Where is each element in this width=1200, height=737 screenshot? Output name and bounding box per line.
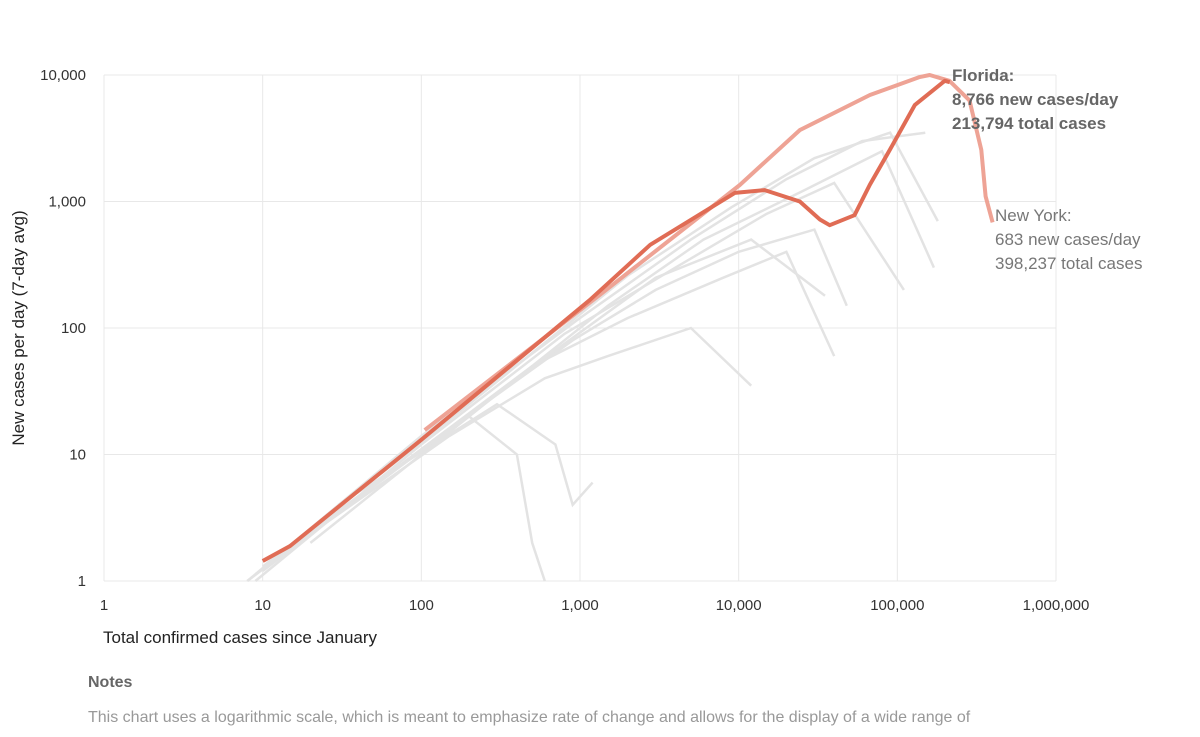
florida-line xyxy=(261,78,951,563)
other-state-line xyxy=(261,228,848,572)
y-axis-label: New cases per day (7-day avg) xyxy=(9,210,28,445)
new-york-annotation: 398,237 total cases xyxy=(995,254,1142,273)
x-tick-label: 10 xyxy=(254,597,271,614)
other-state-line xyxy=(254,181,905,582)
x-tick-label: 1,000,000 xyxy=(1023,597,1090,614)
y-tick-label: 1,000 xyxy=(48,194,86,211)
gridlines xyxy=(103,74,1057,582)
other-state-line xyxy=(246,250,836,582)
other-state-line xyxy=(261,131,939,568)
x-tick-label: 10,000 xyxy=(716,597,762,614)
other-state-line xyxy=(246,131,926,582)
annotations: Florida: 8,766 new cases/day 213,794 total… xyxy=(952,66,1142,273)
x-tick-label: 100 xyxy=(409,597,434,614)
y-tick-label: 100 xyxy=(61,320,86,337)
y-tick-label: 10 xyxy=(69,447,86,464)
y-tick-label: 10,000 xyxy=(40,67,86,84)
notes-text: This chart uses a logarithmic scale, whi… xyxy=(88,709,971,726)
x-axis-ticks: 1 10 100 1,000 10,000 100,000 1,000,000 xyxy=(100,597,1090,614)
x-tick-label: 1,000 xyxy=(561,597,599,614)
other-states-lines xyxy=(246,131,939,582)
florida-annotation: Florida: xyxy=(952,66,1014,85)
florida-annotation: 8,766 new cases/day xyxy=(952,90,1119,109)
x-axis-label: Total confirmed cases since January xyxy=(103,628,378,647)
x-tick-label: 1 xyxy=(100,597,108,614)
other-state-line xyxy=(289,149,936,550)
x-tick-label: 100,000 xyxy=(870,597,924,614)
new-york-annotation: New York: xyxy=(995,206,1072,225)
y-tick-label: 1 xyxy=(78,573,86,590)
y-axis-ticks: 1 10 100 1,000 10,000 xyxy=(40,67,86,590)
new-york-annotation: 683 new cases/day xyxy=(995,230,1141,249)
florida-annotation: 213,794 total cases xyxy=(952,114,1106,133)
other-state-line xyxy=(309,238,826,544)
notes-heading: Notes xyxy=(88,674,133,691)
highlighted-lines xyxy=(261,73,995,563)
